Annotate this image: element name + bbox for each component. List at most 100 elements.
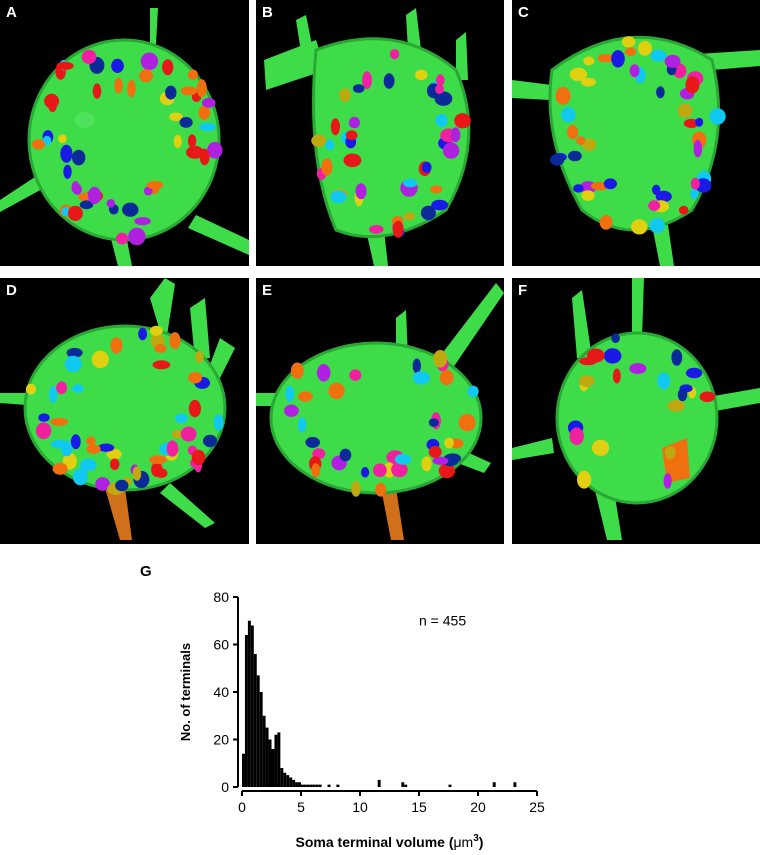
terminal-blob [106, 448, 122, 460]
terminal-blob [64, 355, 82, 373]
terminal-blob [32, 139, 45, 150]
terminal-blob [709, 108, 726, 125]
terminal-blob [650, 49, 667, 62]
terminal-blob [369, 224, 384, 234]
histogram-bar [513, 782, 517, 787]
x-tick-label: 10 [352, 799, 368, 815]
terminal-blob [79, 200, 94, 210]
terminal-blob [430, 185, 443, 194]
terminal-blob [569, 67, 588, 81]
terminal-blob [180, 86, 198, 96]
terminal-blob [412, 371, 430, 385]
y-tick-label: 40 [213, 684, 229, 700]
y-tick-label: 0 [221, 779, 229, 795]
terminal-blob [569, 427, 584, 446]
y-tick-label: 80 [213, 589, 229, 605]
terminal-blob [67, 205, 83, 221]
x-tick-label: 0 [238, 799, 246, 815]
histogram-bar [448, 784, 452, 788]
terminal-blob [581, 77, 596, 87]
terminal-blob [392, 220, 404, 238]
x-tick-label: 20 [470, 799, 486, 815]
terminal-blob [146, 180, 164, 190]
terminal-blob [165, 85, 177, 100]
terminal-blob [199, 148, 210, 166]
terminal-blob [389, 49, 400, 60]
histogram-bar [250, 625, 254, 787]
terminal-blob [652, 184, 661, 195]
terminal-blob [95, 477, 110, 491]
histogram-bar [327, 784, 331, 788]
y-tick-label: 20 [213, 732, 229, 748]
x-ticks: 0 5 10 15 20 25 [238, 791, 545, 815]
histogram-bar [274, 734, 278, 787]
terminal-blob [677, 388, 688, 402]
terminal-blob [127, 79, 136, 98]
terminal-blob [343, 153, 362, 168]
terminal-blob [213, 414, 224, 431]
terminal-blob [138, 327, 148, 341]
sample-size-annotation: n = 455 [419, 613, 466, 629]
terminal-blob [149, 455, 167, 464]
terminal-blob [629, 363, 647, 374]
histogram-bar [253, 654, 257, 787]
y-ticks: 0 20 40 60 80 [213, 589, 238, 795]
terminal-blob [152, 360, 171, 370]
terminal-blob [690, 187, 699, 200]
terminal-blob [428, 418, 439, 427]
histogram-bar [315, 784, 319, 788]
histogram-bar [309, 784, 313, 788]
terminal-blob [678, 205, 689, 215]
terminal-blob [114, 77, 123, 94]
terminal-blob [345, 130, 358, 141]
terminal-blob [391, 462, 408, 478]
terminal-blob [550, 153, 565, 166]
terminal-blob [415, 69, 428, 81]
terminal-blob [180, 426, 197, 442]
histogram-bar [377, 779, 381, 788]
histogram-bar [298, 782, 301, 787]
x-axis-label: Soma terminal volume (μm3) [296, 833, 484, 850]
terminal-blob [328, 382, 345, 400]
terminal-blob [188, 399, 201, 418]
terminal-blob [155, 468, 168, 478]
terminal-blob [48, 385, 58, 404]
terminal-blob [58, 134, 67, 144]
x-tick-label: 15 [411, 799, 427, 815]
terminal-blob [362, 71, 372, 89]
panel-d-label: D [6, 282, 17, 299]
terminal-blob [383, 73, 395, 89]
terminal-blob [664, 54, 681, 68]
terminal-blob [339, 448, 352, 462]
terminal-blob [599, 215, 613, 230]
terminal-blob [179, 117, 193, 128]
terminal-blob [25, 383, 37, 395]
panel-c-render [512, 35, 760, 266]
histogram-bar [259, 692, 263, 787]
histogram-bar [271, 749, 275, 787]
terminal-blob [611, 50, 625, 68]
histogram-bar [301, 784, 304, 788]
terminal-blob [321, 158, 333, 176]
terminal-blob [311, 134, 327, 147]
terminal-blob [597, 53, 615, 63]
terminal-blob [348, 116, 360, 129]
panel-c-label: C [518, 4, 529, 21]
panel-a-render [0, 8, 249, 266]
terminal-blob [339, 88, 351, 102]
terminal-blob [621, 36, 636, 48]
histogram-bar [312, 784, 316, 788]
histogram-bar [286, 775, 290, 788]
histogram-bar [303, 784, 307, 788]
terminal-blob [81, 49, 97, 64]
histogram-bar [247, 620, 251, 787]
terminal-blob [583, 56, 595, 66]
terminal-blob [92, 83, 102, 99]
terminal-blob [110, 337, 123, 354]
histogram-panel-g: G 0 20 40 60 80 0 5 10 15 20 25 n = 455 No. of te… [140, 560, 560, 850]
histogram-bar [289, 777, 293, 787]
terminal-blob [394, 453, 412, 465]
terminal-blob [115, 479, 129, 492]
terminal-blob [567, 124, 579, 140]
terminal-blob [166, 440, 179, 457]
